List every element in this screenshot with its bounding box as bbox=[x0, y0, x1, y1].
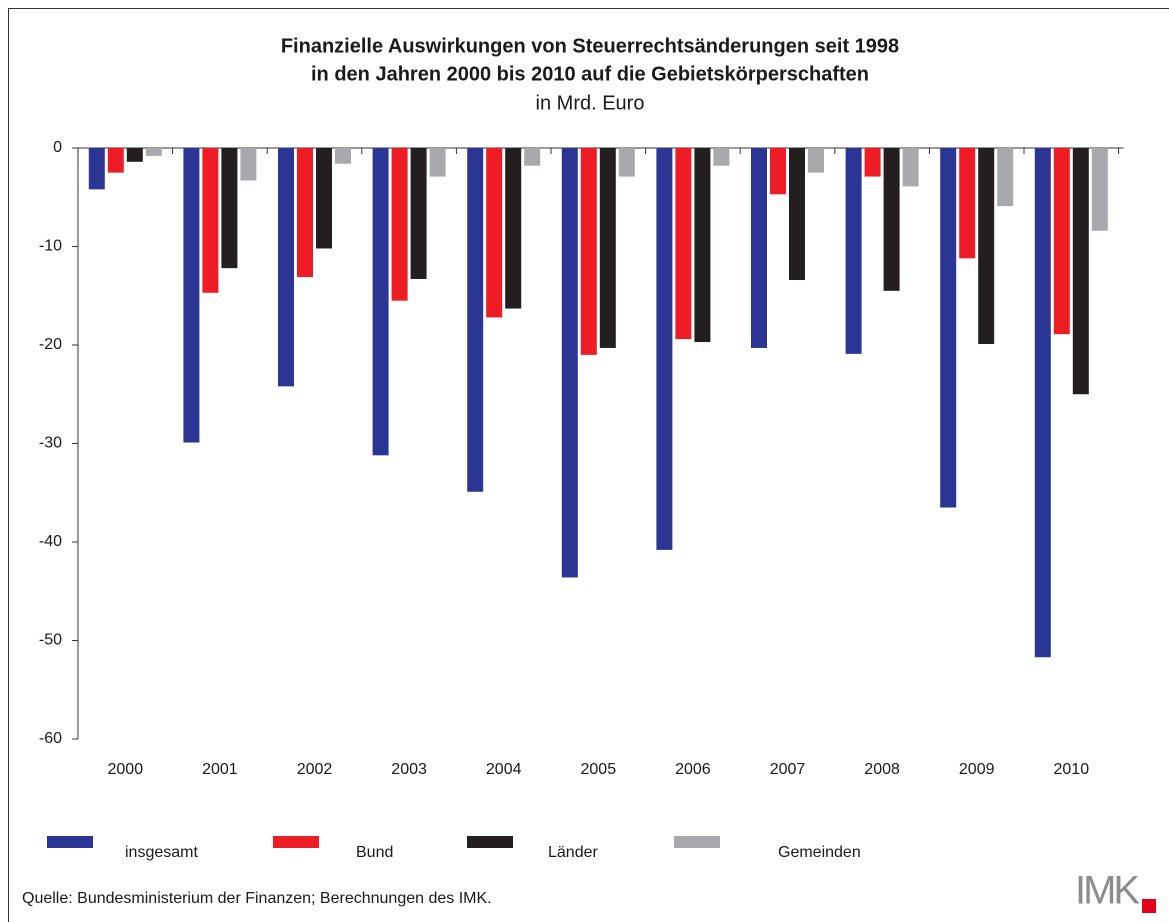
bar bbox=[580, 148, 597, 355]
x-tick-label: 2001 bbox=[202, 761, 238, 778]
bar bbox=[808, 148, 824, 173]
bar bbox=[940, 148, 957, 508]
bar bbox=[107, 148, 124, 173]
bar bbox=[656, 148, 673, 550]
bar bbox=[997, 148, 1014, 207]
bar bbox=[561, 148, 578, 578]
chart-subtitle: in Mrd. Euro bbox=[536, 92, 645, 114]
chart-title: in den Jahren 2000 bis 2010 auf die Gebi… bbox=[311, 63, 869, 85]
y-tick-label: -40 bbox=[39, 533, 62, 550]
x-tick-label: 2005 bbox=[581, 761, 617, 778]
x-tick-label: 2007 bbox=[770, 761, 806, 778]
bar bbox=[467, 148, 484, 492]
bar bbox=[524, 148, 541, 166]
x-tick-label: 2010 bbox=[1054, 761, 1090, 778]
bar bbox=[618, 148, 635, 177]
legend-label: insgesamt bbox=[125, 844, 198, 861]
y-tick-label: -50 bbox=[39, 632, 62, 649]
legend-label: Gemeinden bbox=[778, 844, 861, 861]
frame bbox=[8, 8, 1169, 922]
bar bbox=[845, 148, 862, 354]
bar bbox=[1072, 148, 1089, 395]
x-tick-label: 2000 bbox=[108, 761, 144, 778]
bar bbox=[410, 148, 427, 280]
legend-swatch bbox=[47, 836, 93, 848]
y-tick-label: 0 bbox=[53, 139, 62, 156]
legend-label: Bund bbox=[356, 844, 393, 861]
bar bbox=[675, 148, 692, 340]
x-tick-label: 2006 bbox=[675, 761, 711, 778]
bar bbox=[278, 148, 294, 387]
bar bbox=[372, 148, 389, 456]
legend-swatch bbox=[273, 836, 319, 848]
bar bbox=[1034, 148, 1051, 658]
bar bbox=[240, 148, 257, 181]
bar bbox=[486, 148, 503, 318]
x-tick-label: 2002 bbox=[297, 761, 333, 778]
bar bbox=[959, 148, 976, 259]
bar bbox=[789, 148, 805, 280]
bar bbox=[183, 148, 200, 443]
bar bbox=[88, 148, 105, 190]
bar bbox=[221, 148, 238, 269]
source: Quelle: Bundesministerium der Finanzen; … bbox=[22, 890, 492, 907]
logo-square bbox=[1142, 899, 1156, 913]
bar bbox=[335, 148, 351, 164]
y-tick-label: -20 bbox=[39, 336, 62, 353]
bar bbox=[391, 148, 408, 301]
bar bbox=[864, 148, 881, 177]
legend-swatch bbox=[674, 836, 720, 848]
bar bbox=[297, 148, 313, 278]
bar bbox=[202, 148, 219, 293]
bar bbox=[1053, 148, 1070, 335]
bar bbox=[599, 148, 616, 348]
bar bbox=[1091, 148, 1108, 231]
y-tick-label: -30 bbox=[39, 435, 62, 452]
bar bbox=[429, 148, 446, 177]
bar bbox=[978, 148, 995, 345]
bar bbox=[902, 148, 919, 187]
bar bbox=[770, 148, 786, 195]
y-tick-label: -60 bbox=[39, 730, 62, 747]
bar bbox=[751, 148, 767, 348]
y-tick-label: -10 bbox=[39, 238, 62, 255]
chart-title: Finanzielle Auswirkungen von Steuerrecht… bbox=[281, 35, 899, 57]
bar bbox=[713, 148, 730, 166]
x-tick-label: 2003 bbox=[391, 761, 427, 778]
bar bbox=[883, 148, 900, 291]
x-tick-label: 2009 bbox=[959, 761, 995, 778]
bar bbox=[694, 148, 711, 343]
x-tick-label: 2008 bbox=[864, 761, 900, 778]
legend-swatch bbox=[467, 836, 513, 848]
bar bbox=[145, 148, 162, 156]
logo: IMK bbox=[1075, 869, 1140, 913]
bar bbox=[126, 148, 143, 162]
bar bbox=[505, 148, 522, 309]
bar bbox=[316, 148, 332, 249]
x-tick-label: 2004 bbox=[486, 761, 522, 778]
legend-label: Länder bbox=[548, 844, 598, 861]
